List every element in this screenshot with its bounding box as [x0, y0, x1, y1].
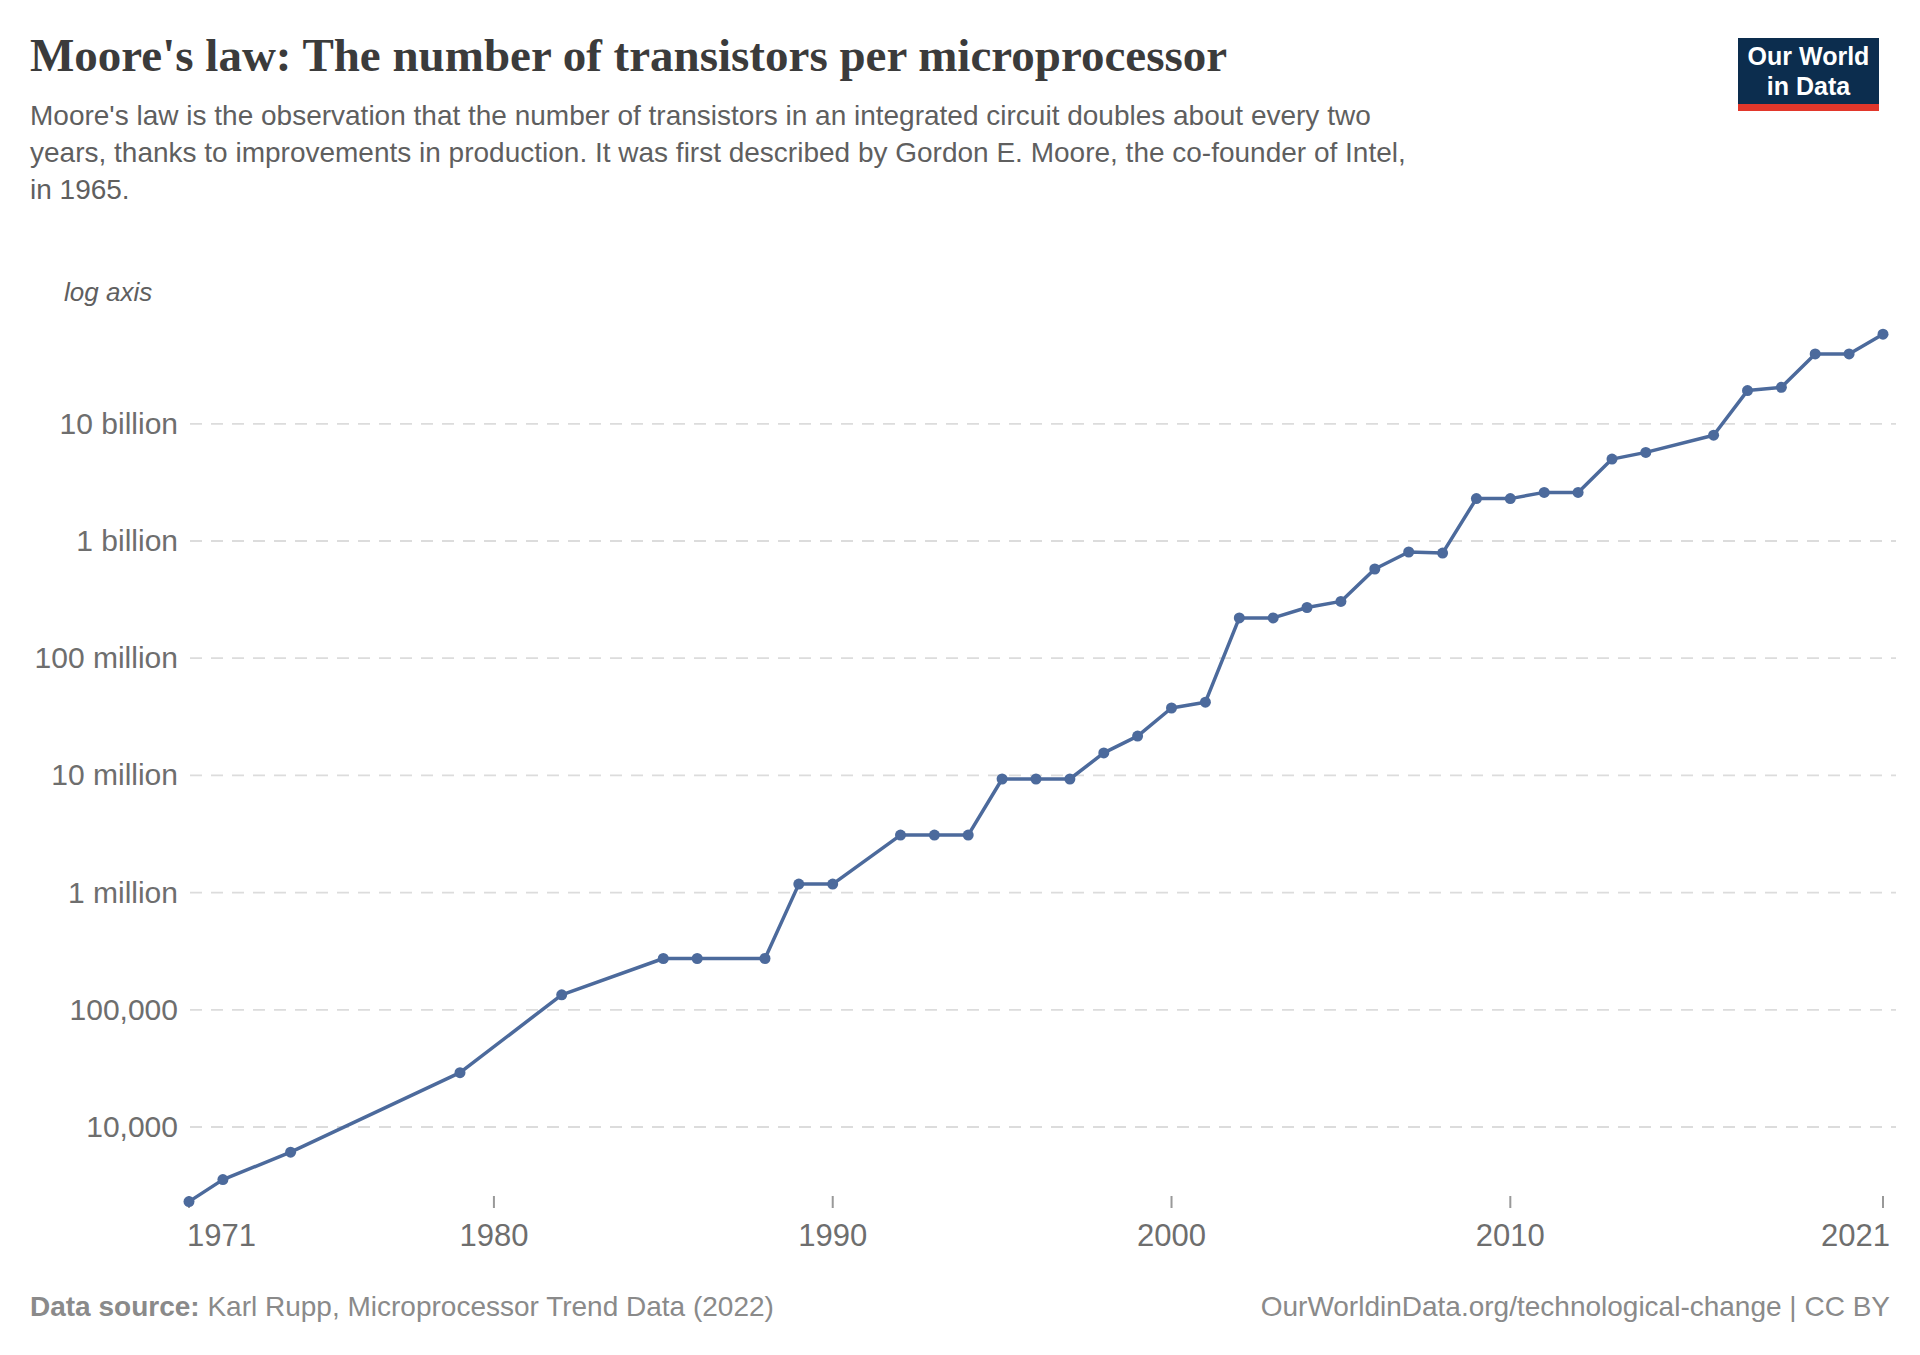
- x-axis-label: 1990: [798, 1218, 867, 1253]
- transistor-line-chart: 10,000 100,000 1 million 10 million 100 mill…: [0, 0, 1920, 1355]
- data-point: [1302, 602, 1313, 613]
- data-source-label: Data source:: [30, 1291, 200, 1322]
- trend-line: [189, 334, 1883, 1201]
- data-point: [793, 879, 804, 890]
- data-point: [1268, 612, 1279, 623]
- data-point: [1437, 548, 1448, 559]
- data-point: [1505, 493, 1516, 504]
- owid-chart-page: Moore's law: The number of transistors p…: [0, 0, 1920, 1355]
- data-point: [929, 830, 940, 841]
- x-axis-label: 2010: [1476, 1218, 1545, 1253]
- data-point: [1708, 430, 1719, 441]
- data-point: [692, 953, 703, 964]
- data-point: [963, 830, 974, 841]
- data-point: [1166, 703, 1177, 714]
- data-point: [1742, 385, 1753, 396]
- x-axis-label: 1980: [459, 1218, 528, 1253]
- data-point: [556, 989, 567, 1000]
- x-axis-label: 2000: [1137, 1218, 1206, 1253]
- y-axis-label: 10 billion: [60, 407, 178, 440]
- data-point: [217, 1174, 228, 1185]
- data-point: [1776, 382, 1787, 393]
- data-point: [1607, 454, 1618, 465]
- data-point: [1640, 447, 1651, 458]
- data-point: [1810, 348, 1821, 359]
- y-axis-label: 10 million: [51, 758, 178, 791]
- y-axis-label: 1 billion: [76, 524, 178, 557]
- data-point: [1471, 493, 1482, 504]
- data-point: [1031, 774, 1042, 785]
- data-point: [285, 1147, 296, 1158]
- y-axis-label: 100,000: [70, 993, 178, 1026]
- data-point: [895, 830, 906, 841]
- x-axis-label: 2021: [1821, 1218, 1890, 1253]
- y-axis-label: 100 million: [35, 641, 178, 674]
- data-point: [658, 953, 669, 964]
- data-point: [1098, 747, 1109, 758]
- data-point: [1234, 612, 1245, 623]
- data-point: [760, 953, 771, 964]
- data-point: [1369, 564, 1380, 575]
- data-point: [1844, 348, 1855, 359]
- data-source-text: Karl Rupp, Microprocessor Trend Data (20…: [200, 1291, 774, 1322]
- y-axis-label: 1 million: [68, 876, 178, 909]
- data-point: [1200, 697, 1211, 708]
- chart-footer: Data source: Karl Rupp, Microprocessor T…: [30, 1291, 1890, 1323]
- data-point: [184, 1196, 195, 1207]
- data-point: [1064, 774, 1075, 785]
- data-point: [827, 879, 838, 890]
- data-point: [1132, 731, 1143, 742]
- data-point: [1403, 547, 1414, 558]
- data-source: Data source: Karl Rupp, Microprocessor T…: [30, 1291, 774, 1323]
- y-axis-label: 10,000: [86, 1110, 178, 1143]
- data-point: [1539, 487, 1550, 498]
- data-point: [1573, 487, 1584, 498]
- license-credit: OurWorldinData.org/technological-change …: [1261, 1291, 1890, 1323]
- data-point: [455, 1067, 466, 1078]
- data-point: [997, 774, 1008, 785]
- x-axis-label: 1971: [187, 1218, 256, 1253]
- data-point: [1335, 596, 1346, 607]
- data-point: [1878, 329, 1889, 340]
